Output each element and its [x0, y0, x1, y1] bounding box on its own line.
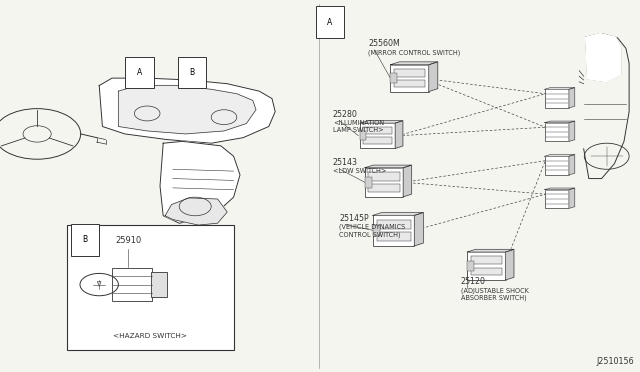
- Bar: [360, 131, 366, 140]
- Polygon shape: [372, 212, 424, 215]
- Text: <HAZARD SWITCH>: <HAZARD SWITCH>: [113, 333, 188, 339]
- Bar: [545, 156, 569, 175]
- Text: 25145P: 25145P: [339, 214, 369, 223]
- Bar: [363, 127, 392, 134]
- Bar: [360, 123, 396, 148]
- Polygon shape: [545, 121, 575, 123]
- Text: (VEHICLE DYNAMICS
CONTROL SWITCH): (VEHICLE DYNAMICS CONTROL SWITCH): [339, 224, 406, 238]
- Polygon shape: [545, 87, 575, 89]
- Bar: [545, 123, 569, 141]
- Text: (MIRROR CONTROL SWITCH): (MIRROR CONTROL SWITCH): [368, 49, 460, 55]
- Bar: [467, 261, 474, 271]
- Polygon shape: [390, 62, 438, 65]
- Bar: [467, 252, 506, 280]
- Polygon shape: [395, 121, 403, 148]
- Bar: [365, 177, 372, 187]
- Bar: [390, 65, 429, 92]
- Text: A: A: [327, 18, 332, 27]
- Text: B: B: [83, 235, 88, 244]
- Text: (ADJUSTABLE SHOCK
ABSORBER SWITCH): (ADJUSTABLE SHOCK ABSORBER SWITCH): [461, 287, 529, 301]
- Bar: [470, 257, 502, 264]
- Polygon shape: [118, 86, 256, 134]
- Polygon shape: [545, 188, 575, 190]
- Bar: [376, 232, 411, 241]
- Bar: [545, 190, 569, 208]
- Polygon shape: [569, 121, 575, 141]
- Polygon shape: [165, 198, 227, 225]
- Text: 25910: 25910: [115, 236, 141, 245]
- Polygon shape: [403, 165, 412, 197]
- Text: 25143: 25143: [333, 158, 358, 167]
- Bar: [390, 73, 397, 83]
- Text: J2510156: J2510156: [596, 357, 634, 366]
- Bar: [368, 184, 400, 192]
- Polygon shape: [545, 155, 575, 156]
- Bar: [151, 272, 167, 297]
- Polygon shape: [569, 87, 575, 108]
- Polygon shape: [99, 78, 275, 143]
- Bar: [67, 225, 234, 350]
- Bar: [372, 225, 380, 236]
- Text: 25120: 25120: [461, 278, 486, 286]
- Polygon shape: [569, 155, 575, 175]
- Polygon shape: [415, 212, 424, 246]
- Bar: [394, 80, 426, 87]
- Bar: [372, 215, 415, 246]
- Polygon shape: [467, 249, 514, 252]
- Polygon shape: [586, 33, 621, 82]
- Bar: [376, 220, 411, 229]
- Bar: [368, 172, 400, 180]
- Text: <ILLUMINATION
LAMP SWITCH>: <ILLUMINATION LAMP SWITCH>: [333, 120, 384, 133]
- Polygon shape: [365, 165, 412, 168]
- Text: B: B: [189, 68, 195, 77]
- Bar: [363, 137, 392, 144]
- Text: 25280: 25280: [333, 110, 358, 119]
- Text: A: A: [137, 68, 142, 77]
- Polygon shape: [360, 121, 403, 123]
- Text: 25560M: 25560M: [368, 39, 400, 48]
- Text: <LDW SWITCH>: <LDW SWITCH>: [333, 168, 386, 174]
- Bar: [470, 268, 502, 275]
- Polygon shape: [506, 249, 514, 280]
- Bar: [545, 89, 569, 108]
- Polygon shape: [569, 188, 575, 208]
- Bar: [394, 69, 426, 77]
- Polygon shape: [97, 282, 101, 286]
- Bar: [112, 268, 152, 301]
- Bar: [365, 168, 403, 197]
- Polygon shape: [160, 141, 240, 223]
- Polygon shape: [429, 62, 438, 92]
